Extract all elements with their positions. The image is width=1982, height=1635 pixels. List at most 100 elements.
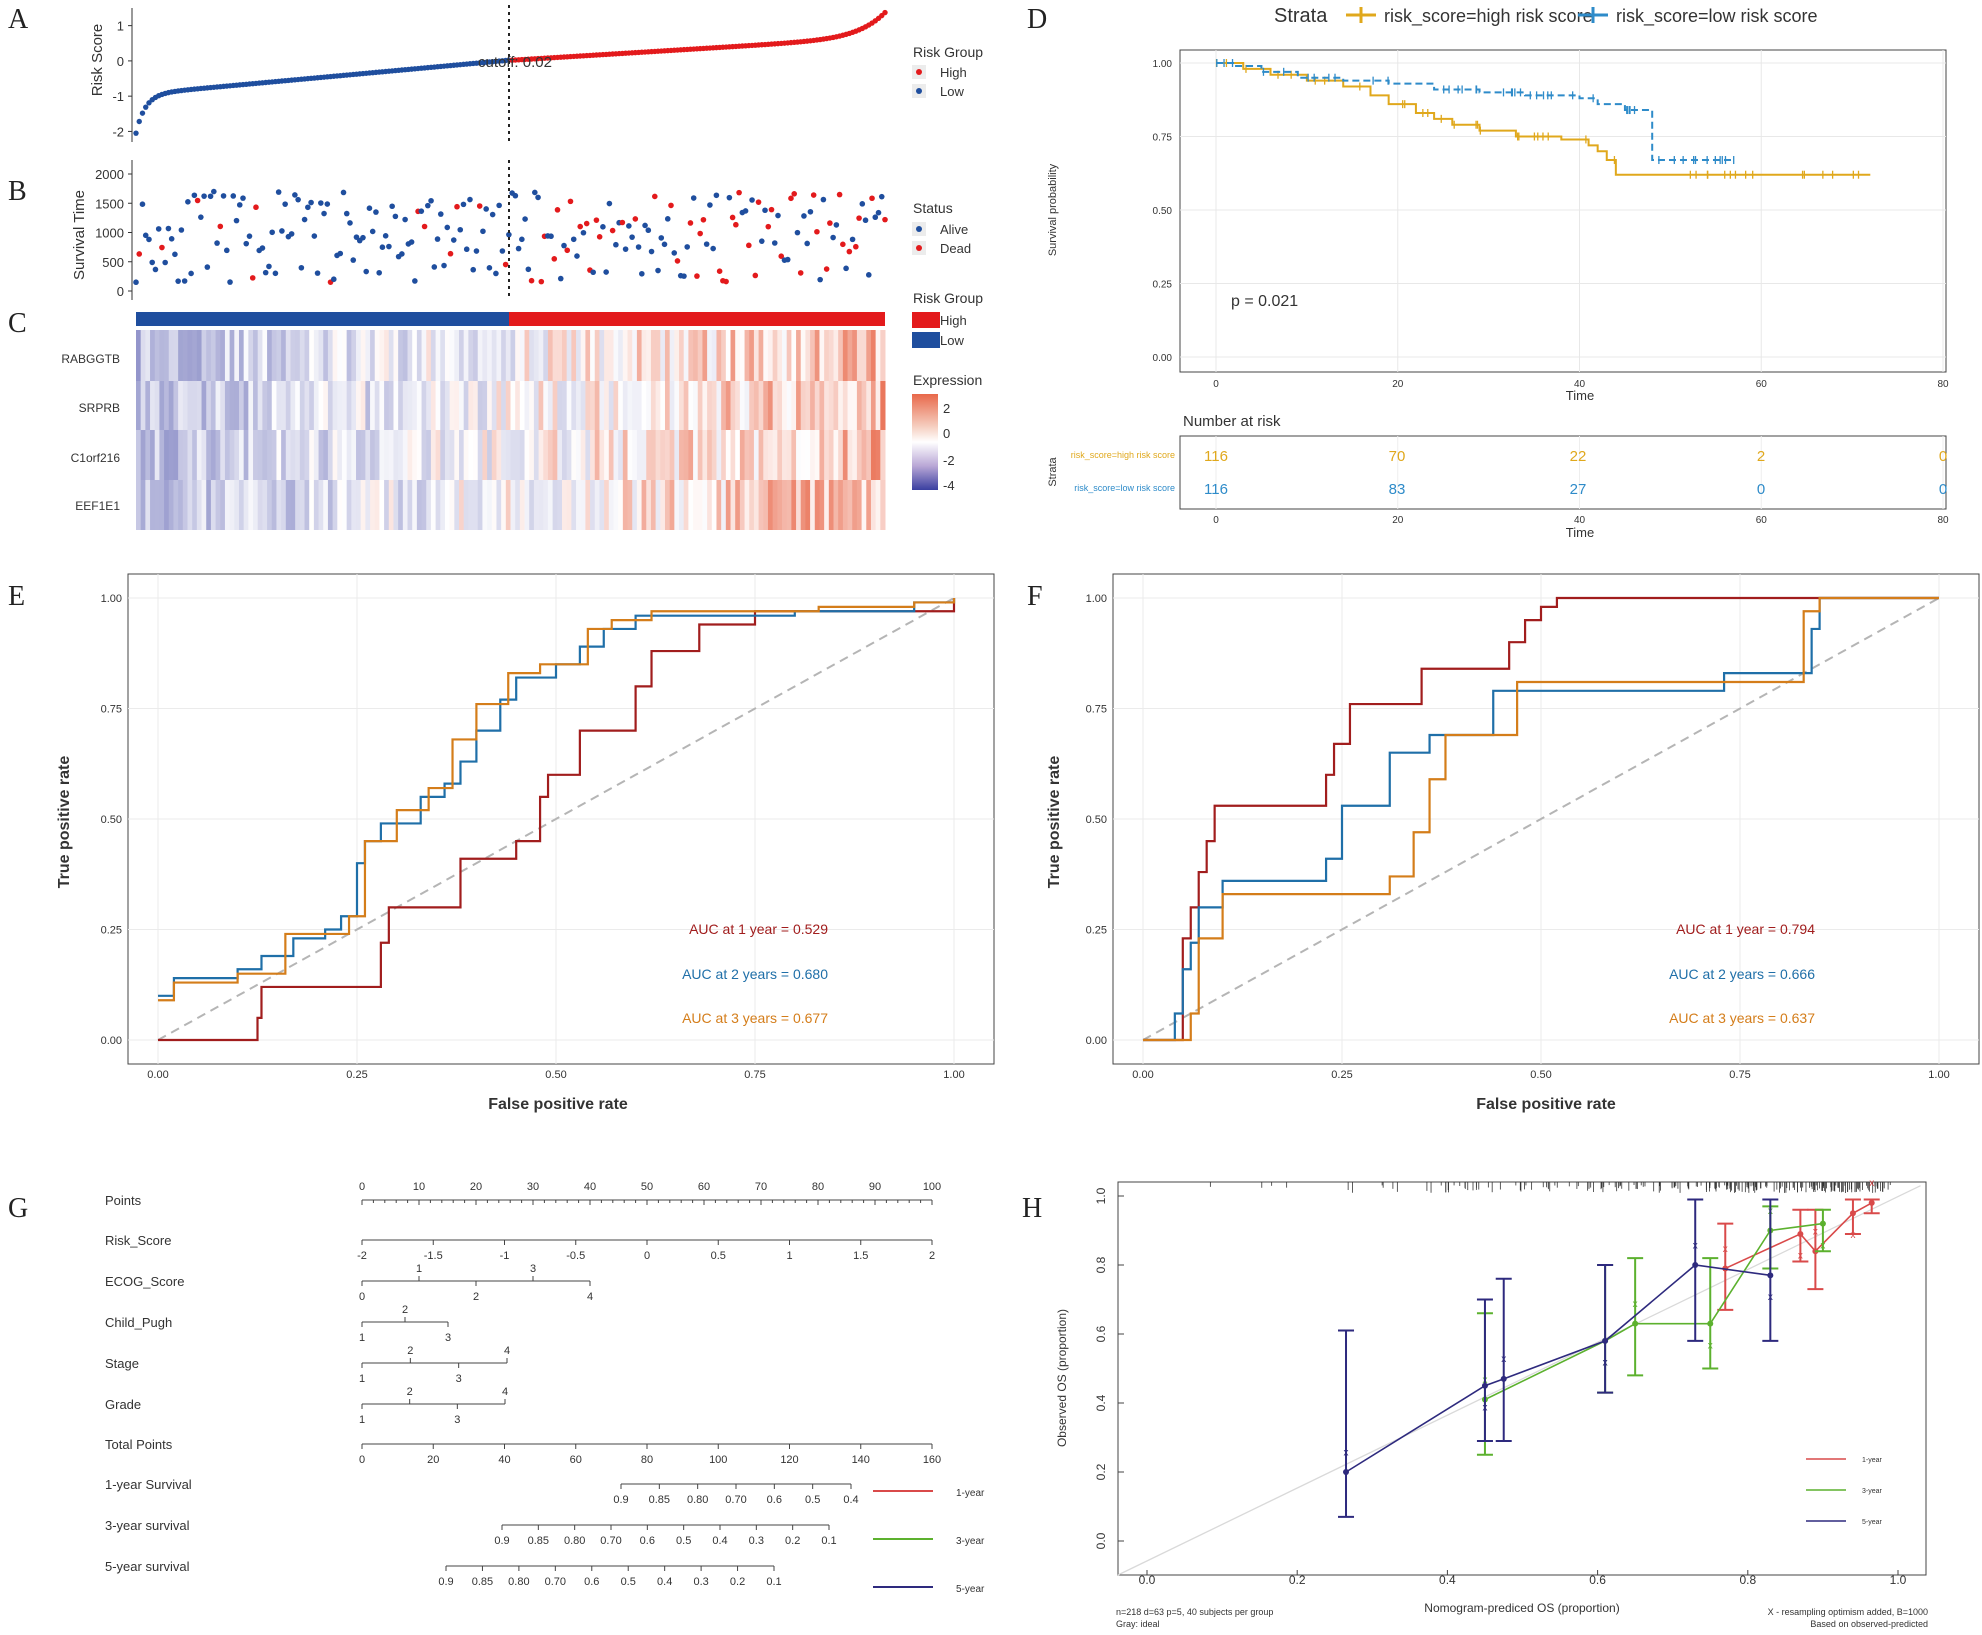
- heatmap-cell: [482, 430, 488, 480]
- heatmap-cell: [735, 330, 741, 381]
- heatmap-cell: [641, 330, 647, 381]
- heatmap-cell: [711, 480, 717, 530]
- survival-point: [434, 236, 441, 242]
- heatmap-cell: [805, 430, 811, 480]
- nomo-tick-label: 0.9: [613, 1494, 628, 1506]
- heatmap-cell: [365, 381, 371, 430]
- heatmap-cell: [388, 330, 394, 381]
- heatmap-cell: [524, 480, 530, 530]
- heatmap-cell: [763, 430, 769, 480]
- heatmap-cell: [365, 430, 371, 480]
- risk-low-20: 83: [1389, 481, 1406, 498]
- heatmap-cell: [627, 330, 633, 381]
- heatmap-cell: [880, 430, 886, 480]
- survival-point: [664, 216, 671, 222]
- heatmap-cell: [168, 330, 174, 381]
- cal-point: [1692, 1262, 1699, 1268]
- survival-point: [564, 247, 571, 254]
- heatmap-cell: [842, 381, 849, 430]
- heatmap-cell: [674, 430, 680, 480]
- heatmap-cell: [870, 381, 877, 430]
- b-ytick-label: 0: [117, 284, 124, 299]
- heatmap-cell: [454, 430, 460, 480]
- panel-letter-c: C: [8, 308, 27, 339]
- nomo-tick-label: 0.9: [494, 1535, 509, 1547]
- heatmap-cell: [187, 480, 193, 530]
- risk-row-low-label: risk_score=low risk score: [1074, 483, 1175, 493]
- heatmap-cell: [178, 381, 184, 430]
- heatmap-cell: [379, 381, 385, 430]
- heatmap-cell: [861, 480, 867, 530]
- heatmap-cell: [173, 430, 179, 480]
- heatmap-cell: [772, 430, 778, 480]
- heatmap-cell: [388, 430, 394, 480]
- nomo-tick-label: 20: [427, 1454, 439, 1466]
- heatmap-cell: [351, 480, 357, 530]
- expr-tick-3: -2: [943, 453, 955, 468]
- heatmap-cell: [716, 430, 722, 480]
- heatmap-cell: [533, 480, 540, 530]
- heatmap-cell: [482, 381, 488, 430]
- heatmap-cell: [285, 381, 291, 430]
- heatmap-cell: [196, 381, 203, 430]
- survival-point: [204, 264, 211, 270]
- heatmap-cell: [519, 430, 526, 480]
- heatmap-cell: [800, 330, 806, 381]
- heatmap-cell: [370, 381, 376, 430]
- heatmap-cell: [679, 381, 685, 430]
- heatmap-cell: [664, 430, 671, 480]
- nomo-tick-label: 140: [852, 1454, 870, 1466]
- survival-point: [840, 241, 846, 248]
- roc-curve-1y: [1143, 596, 1939, 1042]
- nomo-tick-label: 0.85: [649, 1494, 670, 1506]
- cal-point: [1481, 1382, 1488, 1389]
- heatmap-cell: [309, 381, 315, 430]
- heatmap-cell: [880, 381, 886, 430]
- survival-point: [496, 202, 502, 209]
- heatmap-cell: [253, 330, 259, 381]
- heatmap-cell: [552, 330, 558, 381]
- heatmap-cell: [590, 480, 596, 530]
- nomo-tick-label: 0.5: [805, 1494, 820, 1506]
- nomo-tick-label: 1: [786, 1250, 792, 1262]
- heatmap-cell: [636, 330, 643, 381]
- c-heatmap: [136, 330, 886, 530]
- nomo-axis-name: Risk_Score: [105, 1233, 171, 1248]
- heatmap-cell: [285, 330, 291, 381]
- heatmap-cell: [360, 381, 366, 430]
- heatmap-cell: [463, 480, 469, 530]
- heatmap-cell: [833, 330, 839, 381]
- heatmap-cell: [721, 330, 727, 381]
- heatmap-cell: [664, 480, 671, 530]
- heatmap-cell: [496, 381, 502, 430]
- heatmap-cell: [660, 381, 666, 430]
- legend-b-dead-dot: [916, 245, 922, 251]
- heatmap-cell: [173, 330, 179, 381]
- survival-point: [862, 217, 869, 224]
- survival-point: [467, 196, 473, 203]
- heatmap-cell: [412, 480, 418, 530]
- risk-table-grid: [1215, 436, 1944, 509]
- nomo-axis-name: 5-year survival: [105, 1559, 190, 1574]
- nomo-tick-label: 3: [445, 1332, 451, 1344]
- heatmap-cell: [234, 480, 240, 530]
- survival-point: [450, 237, 457, 243]
- heatmap-cell: [515, 381, 521, 430]
- heatmap-cell: [660, 480, 666, 530]
- heatmap-cell: [814, 430, 820, 480]
- cal-legend-5: 5-year: [1862, 1519, 1883, 1526]
- nomo-tick-label: 0: [359, 1181, 365, 1193]
- heatmap-cell: [374, 430, 380, 480]
- survival-point: [710, 245, 716, 252]
- heatmap-cell: [154, 381, 160, 430]
- risk-score-point: [139, 110, 146, 116]
- expr-tick-2: 0: [943, 426, 950, 441]
- heatmap-cell: [393, 330, 399, 381]
- heatmap-cell: [416, 480, 423, 530]
- risk-row-high-label: risk_score=high risk score: [1071, 450, 1175, 460]
- roc-e-xlabel: False positive rate: [488, 1096, 628, 1113]
- nomo-tick-label: 0.3: [693, 1576, 708, 1588]
- heatmap-cell: [529, 430, 535, 480]
- heatmap-cell: [711, 430, 717, 480]
- heatmap-cell: [561, 330, 568, 381]
